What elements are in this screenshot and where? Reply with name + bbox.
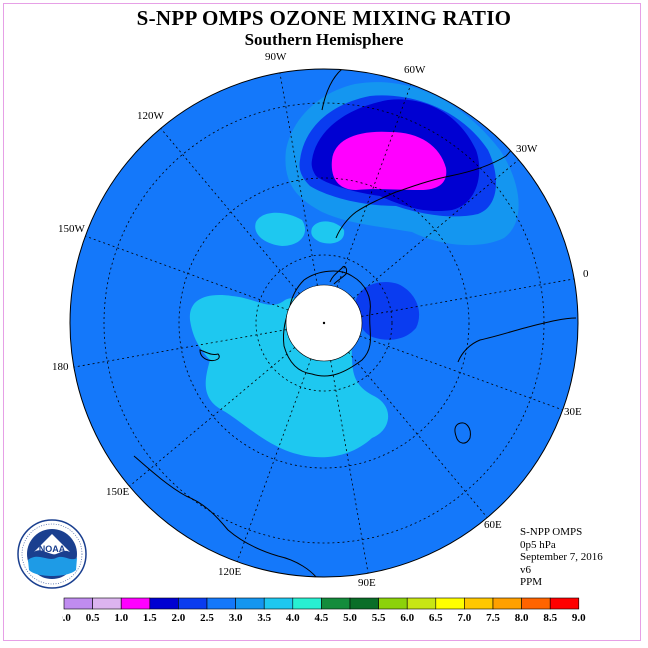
meridian-line	[85, 235, 289, 311]
colorbar-tick-label: 8.0	[515, 612, 529, 624]
colorbar-swatch	[464, 597, 494, 610]
lon-label-150e: 150E	[106, 486, 130, 498]
colorbar-swatch	[549, 597, 580, 610]
colorbar-tick-label: 0.5	[86, 612, 100, 624]
africa-coast	[457, 317, 577, 363]
ozone-max-region	[331, 131, 447, 190]
colorbar-swatch	[435, 597, 465, 610]
info-level: 0p5 hPa	[520, 538, 556, 551]
product-info: S-NPP OMPS 0p5 hPa September 7, 2016 v6 …	[520, 526, 603, 589]
south-america-coast	[335, 123, 523, 239]
colorbar-tick-label: 2.5	[200, 612, 214, 624]
meridian-line	[352, 159, 519, 299]
meridian-line	[236, 358, 312, 562]
latitude-circle-50s	[178, 177, 470, 469]
meridian-line	[330, 360, 369, 574]
south-pole-marker	[322, 321, 326, 325]
lon-label-120e: 120E	[218, 566, 242, 578]
colorbar-tick-label: 2.0	[172, 612, 186, 624]
longitude-labels: 90W 60W 30W 0 30E 60E 90E 120E 150E 180 …	[52, 51, 589, 589]
colorbar-tick-label: 3.0	[229, 612, 243, 624]
ozone-low-patch	[255, 212, 306, 246]
meridian-line	[160, 128, 300, 295]
info-version: v6	[520, 563, 531, 576]
colorbar-tick-label: 7.0	[458, 612, 472, 624]
colorbar-tick-label: 4.0	[286, 612, 300, 624]
lon-label-0: 0	[583, 268, 589, 280]
colorbar-swatch	[92, 597, 122, 610]
colorbar-swatch	[120, 597, 151, 610]
meridian-line	[361, 278, 575, 317]
lon-label-180: 180	[52, 361, 69, 373]
antarctic-peninsula	[329, 265, 347, 285]
info-date: September 7, 2016	[520, 551, 603, 563]
colorbar-swatch	[321, 597, 351, 610]
colorbar-tick-label: 8.5	[543, 612, 557, 624]
colorbar-swatch	[521, 597, 551, 610]
lon-label-60w: 60W	[404, 64, 426, 76]
coastlines	[133, 69, 577, 577]
lon-label-120w: 120W	[137, 110, 165, 122]
colorbar-swatch	[406, 597, 437, 610]
colorbar-tick-label: 1.0	[114, 612, 128, 624]
colorbar-tick-label: 9.0	[572, 612, 586, 624]
meridian-line	[336, 84, 412, 288]
colorbar-swatch	[149, 597, 179, 610]
colorbar: 0.0 0.5 1.0 1.5 2.0 2.5 3.0 3.5 4.0 4.5 5.0 5.5 6.0 6…	[62, 597, 586, 624]
colorbar-swatch	[63, 597, 93, 610]
lon-label-30e: 30E	[564, 406, 582, 418]
colorbar-swatch	[292, 597, 322, 610]
colorbar-tick-label: 7.5	[486, 612, 500, 624]
lon-label-90e: 90E	[358, 577, 376, 589]
info-instrument: S-NPP OMPS	[520, 526, 583, 538]
meridian-line	[348, 351, 488, 518]
lon-label-30w: 30W	[516, 143, 538, 155]
colorbar-tick-label: 1.5	[143, 612, 157, 624]
colorbar-swatch	[349, 597, 379, 610]
meridians	[73, 72, 575, 574]
colorbar-swatch	[235, 597, 265, 610]
colorbar-swatches	[63, 597, 580, 610]
noaa-logo-text: NOAA	[39, 544, 66, 554]
lon-label-60e: 60E	[484, 519, 502, 531]
meridian-line	[359, 335, 563, 411]
colorbar-swatch	[263, 597, 294, 610]
colorbar-swatch	[206, 597, 236, 610]
noaa-logo: NOAA	[17, 519, 87, 589]
map-title: S-NPP OMPS OZONE MIXING RATIO	[136, 6, 512, 30]
colorbar-tick-label: 6.0	[400, 612, 414, 624]
colorbar-swatch	[378, 597, 408, 610]
colorbar-tick-label: 5.5	[372, 612, 386, 624]
colorbar-swatch	[492, 597, 522, 610]
madagascar	[454, 422, 471, 444]
new-zealand	[199, 349, 220, 361]
lon-label-90w: 90W	[265, 51, 287, 63]
meridian-line	[73, 329, 287, 368]
info-units: PPM	[520, 576, 543, 588]
colorbar-swatch	[178, 597, 208, 610]
colorbar-tick-label: 6.5	[429, 612, 443, 624]
figure-frame	[3, 3, 641, 641]
meridian-line	[129, 347, 296, 487]
map-subtitle: Southern Hemisphere	[244, 30, 404, 49]
ozone-level-2p5-east	[355, 281, 420, 340]
colorbar-tick-label: 0.0	[62, 612, 71, 624]
colorbar-labels: 0.0 0.5 1.0 1.5 2.0 2.5 3.0 3.5 4.0 4.5 5.0 5.5 6.0 6…	[62, 612, 586, 624]
lon-label-150w: 150W	[58, 223, 86, 235]
meridian-line	[279, 72, 318, 286]
south-america-west	[321, 69, 347, 111]
colorbar-tick-label: 4.5	[315, 612, 329, 624]
latitude-circle-70s	[255, 254, 393, 392]
colorbar-tick-label: 5.0	[343, 612, 357, 624]
australia-coast	[133, 455, 321, 577]
map-boundary	[69, 68, 579, 578]
colorbar-tick-label: 3.5	[257, 612, 271, 624]
